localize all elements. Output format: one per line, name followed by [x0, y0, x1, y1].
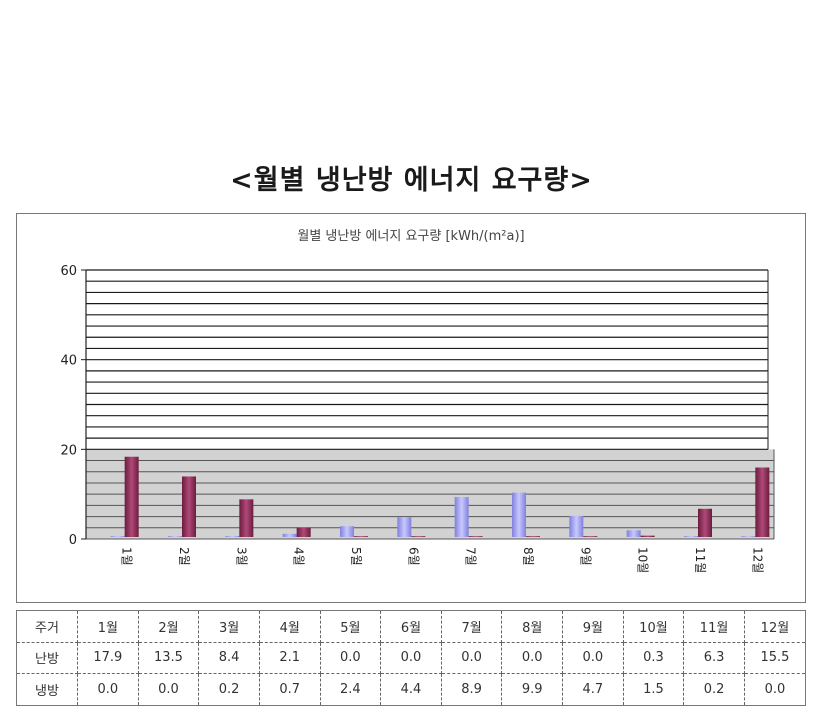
- heating-bar: [411, 536, 426, 537]
- table-row-label: 난방: [17, 642, 78, 675]
- table-cell: 8.4: [198, 642, 260, 675]
- table-header-cell: 5월: [320, 611, 382, 643]
- cooling-bar: [741, 536, 756, 537]
- heating-bar: [640, 535, 655, 537]
- cooling-bar: [397, 517, 412, 537]
- table-cell: 2.4: [320, 673, 382, 705]
- table-cell: 0.0: [138, 673, 200, 705]
- data-table-wrapper: 주거 1월 2월 3월 4월 5월 6월 7월 8월 9월 10월 11월 12…: [16, 610, 806, 706]
- heating-bar: [526, 536, 540, 537]
- cooling-bar: [340, 526, 354, 537]
- table-cell: 0.0: [501, 642, 563, 675]
- table-header-cell: 9월: [562, 611, 624, 643]
- table-cell: 0.3: [623, 642, 685, 675]
- x-tick-label: 10월: [636, 547, 650, 573]
- y-tick-label: 60: [60, 264, 77, 279]
- x-tick-label: 12월: [750, 547, 764, 573]
- table-cell: 0.0: [77, 673, 139, 705]
- y-tick-label: 0: [69, 533, 77, 548]
- table-header-row: 주거 1월 2월 3월 4월 5월 6월 7월 8월 9월 10월 11월 12…: [17, 611, 805, 643]
- cooling-bar: [512, 492, 526, 537]
- cooling-bar: [168, 536, 182, 537]
- table-cell: 6.3: [683, 642, 745, 675]
- table-header-cell: 1월: [77, 611, 139, 643]
- table-cell: 0.0: [441, 642, 503, 675]
- heating-bar: [182, 476, 196, 537]
- table-cell: 0.2: [683, 673, 745, 705]
- x-tick-label: 9월: [578, 547, 592, 566]
- y-tick-label: 40: [60, 354, 77, 369]
- cooling-bar: [684, 536, 698, 537]
- page-title: <월별 냉난방 에너지 요구량>: [230, 165, 593, 196]
- x-tick-label: 8월: [521, 547, 535, 566]
- table-cell: 0.2: [198, 673, 260, 705]
- x-tick-label: 1월: [120, 547, 134, 566]
- cooling-bar: [110, 536, 125, 537]
- table-cell: 0.0: [320, 642, 382, 675]
- heating-bar: [698, 508, 712, 537]
- cooling-bar: [225, 536, 240, 537]
- table-header-cell: 11월: [683, 611, 745, 643]
- table-row-cooling: 냉방 0.0 0.0 0.2 0.7 2.4 4.4 8.9 9.9 4.7 1…: [17, 673, 805, 705]
- cooling-bar: [282, 533, 297, 537]
- data-table: 주거 1월 2월 3월 4월 5월 6월 7월 8월 9월 10월 11월 12…: [17, 611, 805, 705]
- x-tick-label: 4월: [292, 547, 306, 566]
- table-cell: 0.0: [380, 642, 442, 675]
- heating-bar: [239, 499, 254, 537]
- table-cell: 15.5: [744, 642, 805, 675]
- table-cell: 13.5: [138, 642, 200, 675]
- table-cell: 8.9: [441, 673, 503, 705]
- table-header-cell: 주거: [17, 611, 78, 643]
- table-header-cell: 7월: [441, 611, 503, 643]
- table-cell: 2.1: [259, 642, 321, 675]
- x-tick-label: 7월: [464, 547, 478, 566]
- cooling-bar: [626, 530, 641, 537]
- x-tick-label: 11월: [693, 547, 707, 573]
- heating-bar: [583, 536, 598, 537]
- table-header-cell: 8월: [501, 611, 563, 643]
- x-tick-label: 6월: [406, 547, 420, 566]
- table-header-cell: 6월: [380, 611, 442, 643]
- table-header-cell: 4월: [259, 611, 321, 643]
- table-cell: 4.7: [562, 673, 624, 705]
- chart-title: 월별 냉난방 에너지 요구량 [kWh/(m²a)]: [297, 229, 524, 244]
- table-header-cell: 3월: [198, 611, 260, 643]
- heating-bar: [468, 536, 483, 537]
- table-cell: 4.4: [380, 673, 442, 705]
- table-header-cell: 12월: [744, 611, 805, 643]
- table-row-heating: 난방 17.9 13.5 8.4 2.1 0.0 0.0 0.0 0.0 0.0…: [17, 642, 805, 675]
- bar-chart: 월별 냉난방 에너지 요구량 [kWh/(m²a)] 0 20 40 60 1월 2월 3월 4…: [60, 229, 775, 573]
- table-cell: 0.0: [764, 682, 786, 698]
- x-tick-label: 5월: [349, 547, 363, 566]
- chart-frame: 월별 냉난방 에너지 요구량 [kWh/(m²a)] 0 20 40 60 1월 2월 3월 4…: [16, 213, 806, 603]
- table-cell: 0.7: [259, 673, 321, 705]
- cooling-bar: [454, 497, 469, 537]
- y-tick-label: 20: [60, 443, 77, 458]
- heating-bar: [755, 467, 770, 537]
- table-row-label: 냉방: [17, 673, 78, 705]
- table-cell: 0.0: [562, 642, 624, 675]
- x-tick-label: 3월: [234, 547, 248, 566]
- table-header-cell: 10월: [623, 611, 685, 643]
- heating-bar: [296, 527, 311, 537]
- x-tick-label: 2월: [177, 547, 191, 566]
- table-header-cell: 2월: [138, 611, 200, 643]
- heating-bar: [354, 536, 368, 537]
- heating-bar: [124, 456, 139, 537]
- table-cell: 1.5: [623, 673, 685, 705]
- table-cell: 17.9: [77, 642, 139, 675]
- table-cell: 9.9: [501, 673, 563, 705]
- cooling-bar: [569, 515, 584, 537]
